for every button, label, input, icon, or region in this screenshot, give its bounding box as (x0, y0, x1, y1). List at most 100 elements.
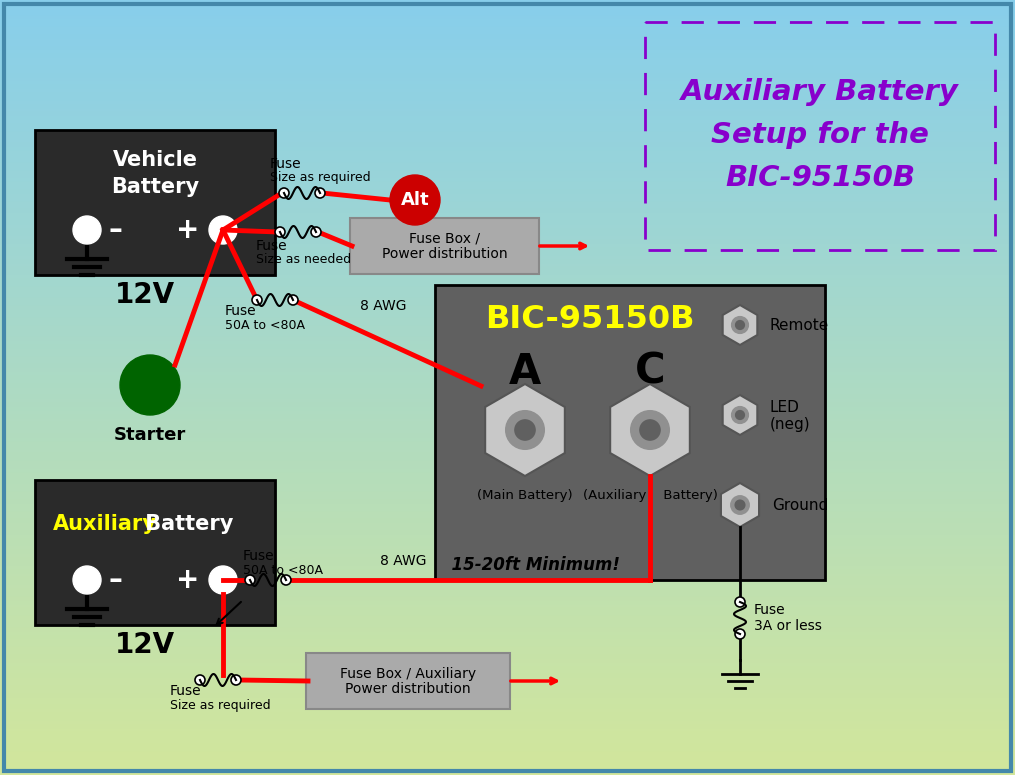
Bar (0, 542, 1015, 547)
Bar (0, 705, 1015, 710)
Bar (0, 364, 1015, 369)
Bar (0, 372, 1015, 377)
Bar (0, 732, 1015, 737)
Bar (0, 554, 1015, 559)
Bar (0, 147, 1015, 152)
Bar (0, 356, 1015, 361)
Bar (435, 285, 825, 580)
Bar (0, 477, 1015, 481)
Bar (0, 264, 1015, 268)
Bar (0, 0, 1015, 5)
Circle shape (279, 188, 289, 198)
Bar (0, 643, 1015, 648)
Bar (0, 236, 1015, 241)
Bar (0, 279, 1015, 284)
Bar (0, 655, 1015, 660)
Bar (0, 167, 1015, 171)
Bar (0, 163, 1015, 167)
Bar (0, 50, 1015, 55)
Circle shape (195, 675, 205, 685)
Bar (0, 589, 1015, 594)
Bar (0, 240, 1015, 245)
Circle shape (639, 420, 660, 440)
Bar (0, 407, 1015, 412)
Bar (0, 360, 1015, 365)
Text: Power distribution: Power distribution (382, 247, 508, 261)
Bar (0, 318, 1015, 322)
Bar (0, 298, 1015, 303)
Circle shape (252, 295, 262, 305)
Text: Power distribution: Power distribution (345, 682, 471, 696)
Text: LED: LED (770, 399, 800, 415)
Bar (0, 97, 1015, 102)
Bar (0, 78, 1015, 82)
Bar (0, 500, 1015, 505)
Bar (0, 686, 1015, 691)
Text: (neg): (neg) (770, 418, 811, 432)
Bar (0, 209, 1015, 214)
Bar (0, 93, 1015, 98)
Bar (0, 8, 1015, 12)
Bar (0, 62, 1015, 67)
Bar (0, 124, 1015, 129)
Bar (0, 539, 1015, 543)
Bar (0, 120, 1015, 125)
Bar (0, 752, 1015, 756)
Text: Fuse: Fuse (270, 157, 301, 171)
Bar (0, 136, 1015, 140)
Bar (0, 388, 1015, 392)
Bar (0, 202, 1015, 206)
Text: BIC-95150B: BIC-95150B (485, 305, 694, 336)
Bar (0, 469, 1015, 474)
Bar (0, 670, 1015, 675)
Bar (0, 763, 1015, 768)
Bar (0, 736, 1015, 741)
Bar (0, 457, 1015, 462)
Bar (0, 314, 1015, 319)
Bar (0, 81, 1015, 86)
Bar (0, 27, 1015, 32)
Bar (0, 484, 1015, 489)
Text: 12V: 12V (115, 281, 175, 309)
Bar (0, 155, 1015, 160)
Bar (0, 519, 1015, 524)
Text: 12V: 12V (115, 631, 175, 659)
Bar (0, 744, 1015, 749)
Bar (0, 632, 1015, 636)
Circle shape (735, 629, 745, 639)
Circle shape (630, 411, 669, 449)
Bar (0, 593, 1015, 598)
Circle shape (736, 321, 744, 329)
Bar (0, 170, 1015, 175)
Bar (0, 217, 1015, 222)
Bar (0, 337, 1015, 342)
Text: +: + (176, 216, 199, 244)
Bar (0, 515, 1015, 520)
Bar (0, 58, 1015, 63)
Bar (0, 310, 1015, 315)
Bar (35, 130, 275, 275)
Circle shape (735, 597, 745, 607)
Bar (0, 85, 1015, 90)
Bar (0, 322, 1015, 326)
Bar (0, 418, 1015, 423)
Bar (0, 570, 1015, 574)
Bar (0, 16, 1015, 20)
Bar (0, 446, 1015, 450)
Text: 8 AWG: 8 AWG (380, 554, 426, 568)
Bar (0, 531, 1015, 536)
Text: Ground: Ground (772, 498, 828, 512)
Polygon shape (721, 483, 759, 527)
Bar (0, 109, 1015, 113)
Bar (0, 112, 1015, 117)
Text: 8 AWG: 8 AWG (360, 299, 406, 313)
Bar (0, 465, 1015, 470)
Bar (0, 74, 1015, 78)
Text: Fuse Box / Auxiliary: Fuse Box / Auxiliary (340, 667, 476, 681)
Bar (0, 291, 1015, 295)
Text: (Auxiliary    Battery): (Auxiliary Battery) (583, 488, 718, 501)
Circle shape (281, 575, 291, 585)
Bar (0, 546, 1015, 551)
Bar (0, 132, 1015, 136)
Bar (0, 411, 1015, 415)
